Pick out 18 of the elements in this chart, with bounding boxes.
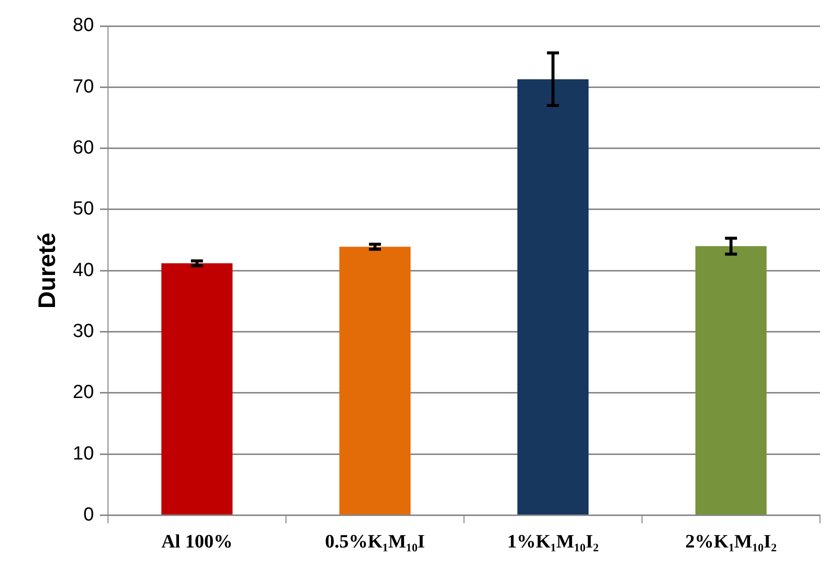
bar: [695, 246, 767, 514]
y-tick-label: 60: [72, 138, 94, 159]
y-tick-label: 80: [72, 15, 94, 36]
x-tick-label: 2%K₁M₁₀I₂: [685, 532, 777, 553]
x-tick-label: 0.5%K₁M₁₀I: [324, 532, 425, 553]
y-tick-label: 0: [83, 504, 94, 526]
y-axis-title: Dureté: [34, 232, 62, 309]
bar: [339, 246, 411, 514]
bar: [517, 79, 589, 514]
y-tick-label: 50: [72, 198, 94, 220]
y-tick-label: 40: [72, 260, 94, 281]
y-tick-label: 10: [72, 443, 94, 464]
y-tick-label: 30: [72, 320, 94, 342]
y-tick-label: 20: [72, 382, 94, 404]
x-tick-label: 1%K₁M₁₀I₂: [507, 532, 599, 553]
x-tick-label: Al 100%: [161, 532, 233, 553]
y-tick-label: 70: [72, 76, 94, 98]
bar: [161, 263, 233, 514]
